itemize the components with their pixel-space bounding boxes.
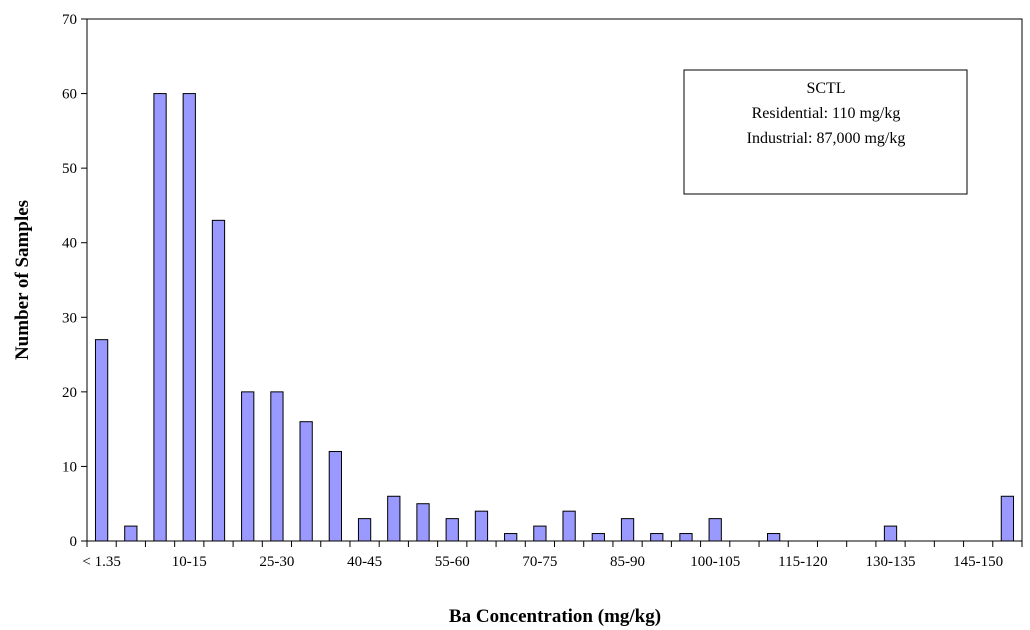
bar [708,518,722,542]
bar [153,93,167,542]
bar [241,391,255,542]
y-tick-label: 30 [62,310,77,326]
bar [299,421,313,542]
bar [182,93,196,542]
x-tick-label: 25-30 [259,554,294,570]
bar [387,495,401,542]
bar [416,503,430,542]
bar [328,451,342,542]
y-tick-label: 40 [62,236,77,252]
x-axis-title: Ba Concentration (mg/kg) [449,606,661,627]
x-axis: < 1.35 10-15 25-30 40-45 55-60 70-75 85-90 100-… [82,541,1023,570]
y-axis: 0 10 20 30 40 50 60 70 [62,12,87,550]
bar [211,219,226,542]
x-tick-label: 40-45 [347,554,382,570]
bars-group [94,93,1015,542]
bar [591,533,605,542]
x-tick-label: 115-120 [778,554,827,570]
annotation-line-3: Industrial: 87,000 mg/kg [747,130,906,147]
bar [445,518,459,542]
annotation-line-2: Residential: 110 mg/kg [752,105,901,122]
x-tick-label: 130-135 [866,554,916,570]
bar [124,525,138,542]
bar [883,525,898,542]
bar [504,533,518,542]
y-tick-label: 60 [62,87,77,103]
bar [562,510,576,542]
bar [620,518,635,542]
y-tick-label: 20 [62,385,77,401]
x-tick-label: 70-75 [522,554,557,570]
annotation-frame [683,69,968,195]
annotation-box: SCTL Residential: 110 mg/kg Industrial: … [683,69,968,195]
x-tick-label: < 1.35 [82,554,120,570]
x-tick-label: 55-60 [435,554,470,570]
bar [1000,495,1015,542]
bar [767,533,781,542]
x-tick-label: 85-90 [610,554,645,570]
y-axis-title: Number of Samples [12,200,33,360]
bar [357,518,372,542]
y-tick-label: 10 [62,459,77,475]
bar [533,525,547,542]
x-tick-label: 145-150 [953,554,1003,570]
bar [474,510,489,542]
bar [94,339,109,542]
y-tick-label: 0 [70,534,78,550]
bar [650,533,664,542]
bar [679,533,693,542]
x-tick-label: 10-15 [172,554,207,570]
y-tick-label: 70 [62,12,77,28]
y-tick-label: 50 [62,161,77,177]
annotation-line-1: SCTL [806,80,845,97]
bar [270,391,284,542]
x-tick-label: 100-105 [690,554,740,570]
